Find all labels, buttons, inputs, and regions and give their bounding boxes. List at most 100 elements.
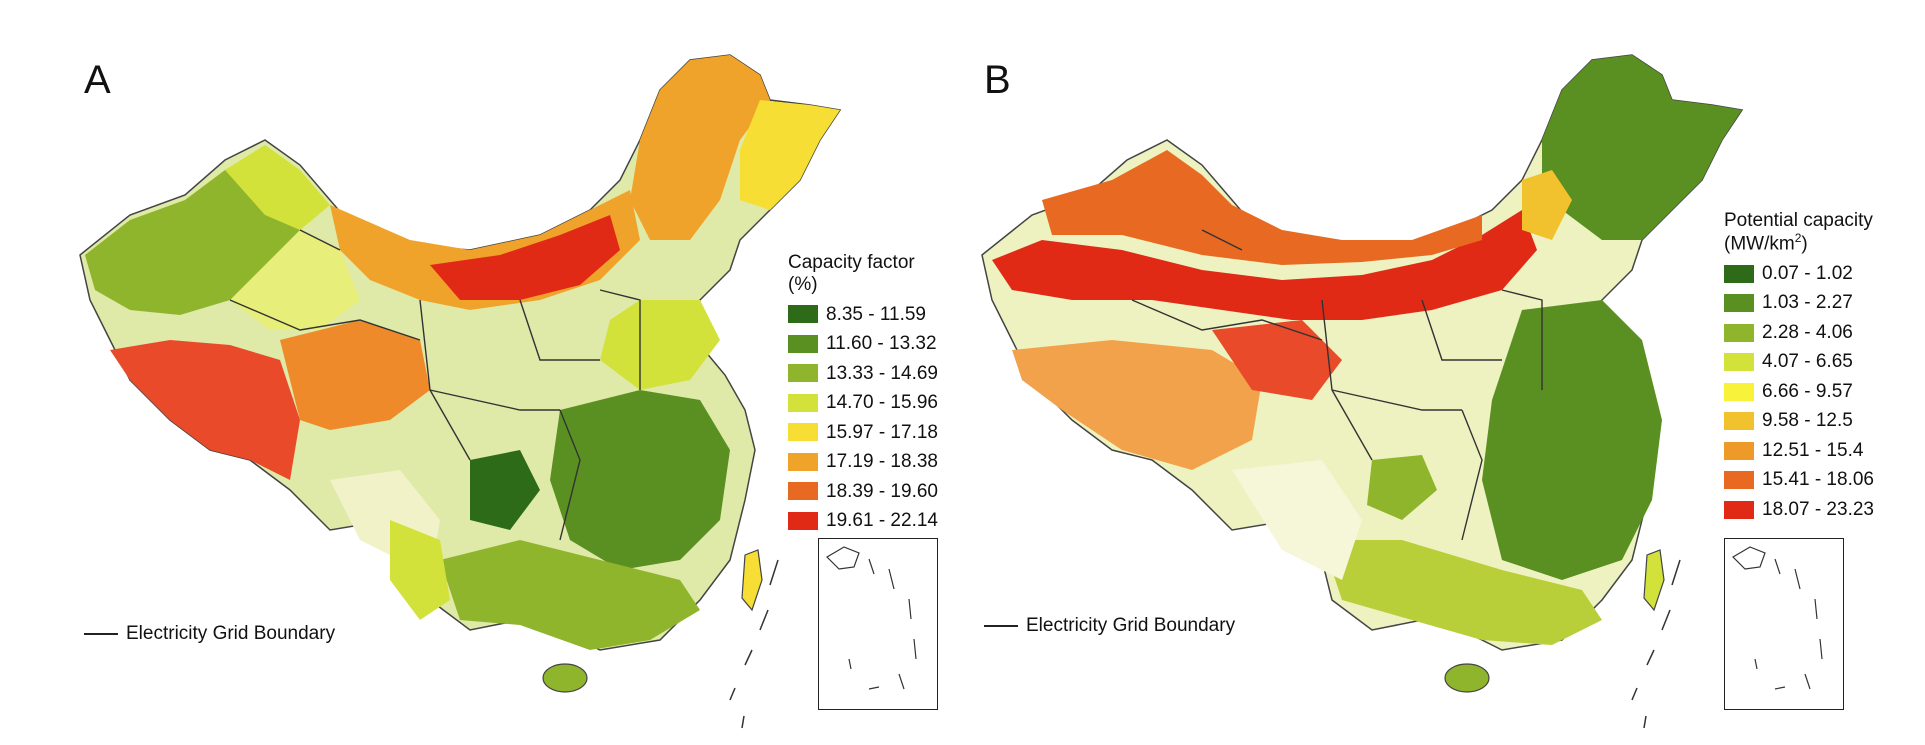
legend-item: 11.60 - 13.32 [788, 329, 938, 359]
legend-label: 18.39 - 19.60 [826, 480, 938, 502]
region-northeast-east [740, 100, 840, 210]
legend-list: 0.07 - 1.02 1.03 - 2.27 2.28 - 4.06 4.07 - … [1724, 259, 1874, 525]
region-yunnan [390, 520, 450, 620]
china-capacity-factor-map [79, 54, 842, 729]
legend-swatch [788, 482, 818, 501]
legend-swatch [788, 334, 818, 353]
legend-label: 13.33 - 14.69 [826, 362, 938, 384]
grid-boundary-key: Electricity Grid Boundary [84, 623, 335, 645]
unit-prefix: (MW/km [1724, 233, 1795, 255]
legend-label: 12.51 - 15.4 [1762, 439, 1864, 461]
legend-swatch [788, 423, 818, 442]
legend-title-line1: Potential capacity [1724, 210, 1873, 231]
legend-label: 9.58 - 12.5 [1762, 410, 1853, 432]
legend-swatch [1724, 264, 1754, 283]
boundary-label: Electricity Grid Boundary [126, 623, 336, 644]
legend-label: 1.03 - 2.27 [1762, 292, 1853, 314]
legend-item: 6.66 - 9.57 [1724, 377, 1874, 407]
legend-item: 0.07 - 1.02 [1724, 259, 1874, 289]
boundary-line-swatch [984, 625, 1018, 627]
legend-capacity-factor: Capacity factor (%) 8.35 - 11.59 11.60 - … [788, 252, 938, 536]
region-sichuan [1367, 455, 1437, 520]
legend-swatch [788, 305, 818, 324]
taiwan-island [1643, 549, 1665, 612]
panel-a-capacity-factor: A Capacity factor (%) [0, 0, 962, 745]
legend-title-line2: (MW/km2) [1724, 230, 1874, 255]
grid-boundary-lines [229, 229, 641, 541]
china-potential-capacity-map [981, 54, 1744, 729]
legend-title: Capacity factor (%) [788, 252, 938, 296]
region-qinghai-red [1212, 320, 1342, 400]
legend-label: 4.07 - 6.65 [1762, 351, 1853, 373]
legend-swatch [788, 511, 818, 530]
grid-boundary-key: Electricity Grid Boundary [984, 615, 1235, 637]
legend-item: 9.58 - 12.5 [1724, 407, 1874, 437]
region-south-lightgreen [1322, 540, 1602, 645]
legend-swatch [1724, 500, 1754, 519]
legend-swatch [1724, 323, 1754, 342]
region-xinjiang-south [230, 230, 360, 330]
legend-item: 1.03 - 2.27 [1724, 289, 1874, 319]
sea-boundary-dashes [1631, 559, 1681, 729]
legend-item: 2.28 - 4.06 [1724, 318, 1874, 348]
legend-swatch [1724, 441, 1754, 460]
legend-label: 15.41 - 18.06 [1762, 469, 1874, 491]
grid-boundary-lines [1131, 229, 1543, 541]
legend-item: 15.41 - 18.06 [1724, 466, 1874, 496]
legend-label: 15.97 - 17.18 [826, 421, 938, 443]
sea-boundary-dashes [729, 559, 779, 729]
legend-swatch [1724, 353, 1754, 372]
panel-b-potential-capacity: B Potential capacity (MW/km2) 0.07 - 1.0… [962, 0, 1925, 745]
legend-label: 11.60 - 13.32 [826, 333, 937, 355]
unit-superscript: 2 [1794, 230, 1802, 245]
legend-item: 18.07 - 23.23 [1724, 495, 1874, 525]
region-northeast [630, 55, 770, 240]
legend-label: 8.35 - 11.59 [826, 303, 927, 325]
region-north-red-band [992, 210, 1537, 320]
legend-item: 19.61 - 22.14 [788, 506, 938, 536]
legend-title-line1: Capacity factor [788, 252, 915, 273]
inset-map [1732, 546, 1823, 690]
legend-item: 18.39 - 19.60 [788, 477, 938, 507]
region-east-green [1482, 300, 1662, 580]
unit-suffix: ) [1801, 233, 1808, 255]
inset-map [826, 546, 917, 690]
legend-item: 12.51 - 15.4 [1724, 436, 1874, 466]
legend-swatch [788, 452, 818, 471]
legend-item: 8.35 - 11.59 [788, 300, 938, 330]
legend-item: 13.33 - 14.69 [788, 359, 938, 389]
legend-list: 8.35 - 11.59 11.60 - 13.32 13.33 - 14.69 14… [788, 300, 938, 536]
region-sichuan [470, 450, 540, 530]
legend-title-line2: (%) [788, 273, 818, 295]
legend-swatch [1724, 471, 1754, 490]
boundary-label: Electricity Grid Boundary [1026, 615, 1236, 636]
region-tibet [110, 340, 300, 480]
region-north-orange [1042, 150, 1482, 265]
region-qinghai [280, 320, 430, 430]
legend-item: 15.97 - 17.18 [788, 418, 938, 448]
legend-label: 19.61 - 22.14 [826, 510, 938, 532]
legend-swatch [788, 393, 818, 412]
legend-swatch [1724, 382, 1754, 401]
region-central-green [550, 390, 730, 570]
region-north-china [600, 300, 720, 390]
legend-label: 17.19 - 18.38 [826, 451, 938, 473]
legend-label: 14.70 - 15.96 [826, 392, 938, 414]
region-northeast-green [1542, 55, 1742, 240]
panel-letter-a: A [84, 58, 111, 102]
legend-label: 18.07 - 23.23 [1762, 498, 1874, 520]
legend-item: 4.07 - 6.65 [1724, 348, 1874, 378]
legend-swatch [1724, 412, 1754, 431]
panel-letter-b: B [984, 58, 1011, 102]
hainan-island [542, 663, 588, 693]
legend-swatch [788, 364, 818, 383]
region-inner-mongolia-red [430, 215, 620, 300]
region-tibet-mix [1012, 340, 1262, 470]
legend-potential-capacity: Potential capacity (MW/km2) 0.07 - 1.02 1… [1724, 210, 1874, 525]
south-china-sea-inset [1724, 538, 1844, 710]
taiwan-island [741, 549, 763, 612]
region-southwest [1232, 460, 1362, 580]
legend-item: 17.19 - 18.38 [788, 447, 938, 477]
region-xinjiang-north [225, 145, 330, 230]
legend-swatch [1724, 294, 1754, 313]
